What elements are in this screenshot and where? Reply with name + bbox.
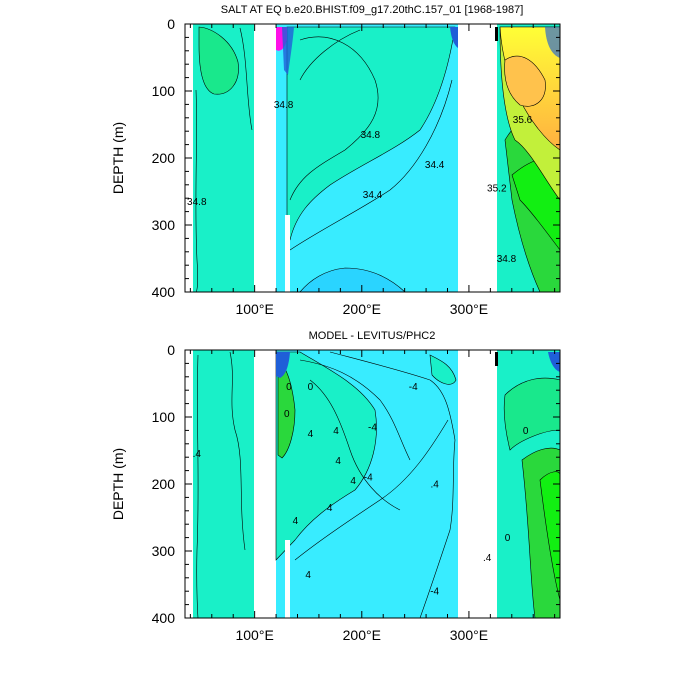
bottom-xtick-label: 300°E bbox=[450, 627, 488, 643]
bottom-contour-label: -4 bbox=[409, 382, 418, 393]
bottom-contour-label: .4 bbox=[193, 449, 202, 460]
bot-atlantic-bright-green bbox=[539, 471, 560, 601]
top-ytick-label: 0 bbox=[167, 16, 175, 32]
bottom-ytick-label: 400 bbox=[152, 610, 176, 626]
bottom-ytick-label: 0 bbox=[167, 342, 175, 358]
bottom-contour-label: -4 bbox=[368, 422, 377, 433]
bottom-contour-label: 0 bbox=[284, 409, 290, 420]
bot-pacific-contour-c bbox=[329, 351, 456, 441]
bottom-contour-label: 4 bbox=[333, 426, 339, 437]
top-ytick-label: 100 bbox=[152, 83, 176, 99]
bot-pacific-east-blob bbox=[429, 354, 457, 385]
bottom-contour-label: 0 bbox=[523, 426, 529, 437]
top-atlantic-blue-corner bbox=[545, 27, 560, 58]
top-contour-label: 34.4 bbox=[425, 160, 445, 171]
bottom-ylabel: DEPTH (m) bbox=[110, 448, 126, 520]
top-panel-title: SALT AT EQ b.e20.BHIST.f09_g17.20thC.157… bbox=[221, 4, 524, 16]
top-xtick-label: 300°E bbox=[450, 301, 488, 317]
bottom-xtick-label: 200°E bbox=[343, 627, 381, 643]
top-contour-label: 34.8 bbox=[497, 254, 517, 265]
bottom-contour-label: 4 bbox=[327, 503, 333, 514]
bottom-panel-title: MODEL - LEVITUS/PHC2 bbox=[309, 330, 436, 342]
bottom-ytick-label: 200 bbox=[152, 476, 176, 492]
top-pacific-east-blue bbox=[450, 27, 458, 48]
bot-pacific-contour-d bbox=[294, 419, 449, 561]
bot-atlantic-black-mark bbox=[495, 352, 498, 366]
bottom-ytick-label: 300 bbox=[152, 543, 176, 559]
bottom-contour-label: 0 bbox=[505, 533, 511, 544]
bottom-contour-label: 4 bbox=[305, 570, 311, 581]
bottom-contour-label: -4 bbox=[364, 473, 373, 484]
bot-pacific-contour-a bbox=[299, 359, 411, 461]
top-west-contour bbox=[195, 89, 198, 292]
bottom-contour-label: .4 bbox=[430, 479, 439, 490]
bot-west-contour-2 bbox=[229, 351, 246, 551]
top-xtick-label: 200°E bbox=[343, 301, 381, 317]
top-ytick-label: 400 bbox=[152, 284, 176, 300]
top-contour-labels: 34.8 34.8 34.8 34.4 34.4 35.6 35.2 34.8 bbox=[187, 100, 533, 265]
bottom-contour-label: 4 bbox=[308, 429, 314, 440]
bottom-contour-label: -4 bbox=[430, 587, 439, 598]
bot-pacific-contour-e bbox=[419, 439, 456, 618]
bot-atlantic-green-a bbox=[503, 377, 560, 451]
top-ytick-label: 200 bbox=[152, 150, 176, 166]
bot-west-contour bbox=[196, 354, 199, 618]
top-contour-label: 35.2 bbox=[487, 184, 507, 195]
top-pacific-contour-2 bbox=[289, 36, 379, 201]
top-ticks: 0 100 200 300 400 100°E 200°E 300°E bbox=[152, 16, 560, 317]
top-pacific-gap bbox=[285, 215, 290, 292]
bottom-xtick-label: 100°E bbox=[235, 627, 273, 643]
top-west-green-blob bbox=[198, 26, 239, 95]
top-contour-label: 34.8 bbox=[187, 197, 207, 208]
top-pacific-deep-blob bbox=[299, 267, 406, 292]
top-west-contour-2 bbox=[239, 27, 253, 131]
bottom-contour-label: .4 bbox=[483, 553, 492, 564]
bottom-contour-label: 4 bbox=[335, 456, 341, 467]
top-atlantic-black-mark bbox=[495, 27, 498, 41]
bottom-contour-label: 4 bbox=[293, 516, 299, 527]
bottom-contour-label: 0 bbox=[286, 382, 292, 393]
top-panel: SALT AT EQ b.e20.BHIST.f09_g17.20thC.157… bbox=[110, 4, 561, 317]
bottom-contour-label: 4 bbox=[350, 476, 356, 487]
bottom-panel-fill bbox=[193, 350, 560, 618]
bottom-contour-label: 0 bbox=[308, 382, 314, 393]
bottom-ytick-label: 100 bbox=[152, 409, 176, 425]
top-pacific-contour-3 bbox=[289, 79, 453, 251]
top-contour-label: 34.8 bbox=[361, 130, 381, 141]
bot-pacific-aqua bbox=[275, 351, 377, 561]
top-xtick-label: 100°E bbox=[235, 301, 273, 317]
top-contour-label: 35.6 bbox=[513, 115, 533, 126]
top-pacific-green bbox=[286, 26, 456, 243]
bot-pacific-gap bbox=[285, 540, 290, 618]
bot-pacific-blue bbox=[276, 352, 290, 378]
top-ylabel: DEPTH (m) bbox=[110, 122, 126, 194]
top-ytick-label: 300 bbox=[152, 217, 176, 233]
top-pacific-contour-4 bbox=[299, 29, 361, 81]
bot-west-basin bbox=[193, 350, 254, 618]
top-panel-fill bbox=[193, 24, 560, 292]
top-contour-label: 34.4 bbox=[363, 190, 383, 201]
top-atlantic-orange bbox=[504, 55, 546, 107]
top-contour-label: 34.8 bbox=[274, 100, 294, 111]
bottom-panel: MODEL - LEVITUS/PHC2 .40 004 4 -4-444 -4444.… bbox=[110, 330, 561, 643]
top-west-pacific-blue bbox=[282, 27, 294, 75]
bot-atlantic-blue-corner bbox=[548, 352, 560, 372]
